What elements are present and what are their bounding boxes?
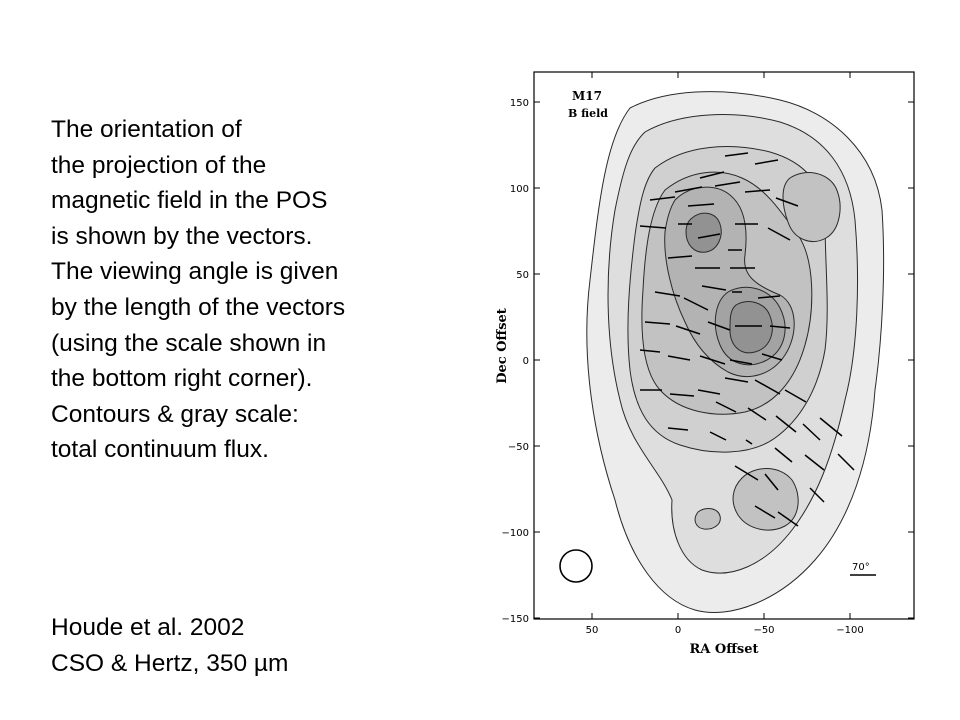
beam-size-circle xyxy=(559,549,593,583)
field-vector xyxy=(774,447,793,463)
scale-label: 70° xyxy=(852,562,870,573)
field-vector xyxy=(754,379,781,395)
field-vector xyxy=(744,189,771,193)
y-tick-label: 150 xyxy=(510,98,529,109)
field-vector xyxy=(819,417,843,437)
y-tick-label: 50 xyxy=(516,270,529,281)
field-vector xyxy=(809,487,825,503)
y-tick-label: −150 xyxy=(502,614,529,625)
figure-title-source: M17 xyxy=(572,89,602,103)
field-vector xyxy=(699,355,726,365)
contour-small-clump xyxy=(694,508,721,530)
x-axis-title: RA Offset xyxy=(689,642,758,657)
y-tick-label: −100 xyxy=(502,528,529,539)
y-tick-label: −50 xyxy=(508,442,529,453)
field-vector xyxy=(683,297,709,311)
field-vector xyxy=(715,401,737,413)
vector-scale-key: 70° xyxy=(850,562,876,576)
x-tick-label: −50 xyxy=(753,625,774,636)
map-svg: 70° M17 B field xyxy=(495,71,915,657)
figure-description: The orientation of the projection of the… xyxy=(51,112,471,468)
field-vector xyxy=(757,295,781,299)
field-vector xyxy=(699,171,725,179)
field-vector xyxy=(734,465,759,481)
field-vector xyxy=(754,159,779,165)
y-tick-label: 100 xyxy=(510,184,529,195)
field-vector xyxy=(802,423,821,441)
field-vector xyxy=(724,152,749,157)
field-vector xyxy=(714,181,741,187)
contour-south-clump xyxy=(732,468,799,531)
field-vector xyxy=(639,349,661,353)
field-vector xyxy=(687,203,715,207)
field-vector xyxy=(767,227,791,241)
contour-peak-north xyxy=(685,212,722,253)
field-vector xyxy=(667,355,691,361)
field-vector xyxy=(729,359,753,365)
field-vectors xyxy=(639,152,855,527)
description-line: is shown by the vectors. xyxy=(51,222,313,250)
contour-northeast-clump xyxy=(782,172,841,242)
field-vector xyxy=(724,377,749,383)
figure-title-field: B field xyxy=(568,107,608,120)
field-vector xyxy=(669,393,695,397)
field-vector xyxy=(784,389,807,403)
description-line: The orientation of xyxy=(51,116,242,143)
field-vector xyxy=(761,353,783,361)
field-vector xyxy=(697,233,721,239)
field-vector xyxy=(675,325,701,335)
field-vector xyxy=(775,197,799,207)
description-line: magnetic field in the POS xyxy=(51,187,328,215)
field-vector xyxy=(654,291,681,297)
field-vector xyxy=(667,255,693,259)
field-vector xyxy=(764,473,779,491)
x-tick-label: 50 xyxy=(586,625,599,636)
field-vector xyxy=(777,511,799,527)
field-vector xyxy=(707,321,731,331)
x-tick-label: 0 xyxy=(675,625,681,636)
description-line: The viewing angle is given xyxy=(51,258,339,286)
description-line: total continuum flux. xyxy=(51,436,269,464)
axis-ticks xyxy=(534,72,914,619)
field-vector xyxy=(649,196,676,201)
field-vector xyxy=(674,186,703,193)
citation: Houde et al. 2002 CSO & Hertz, 350 µm xyxy=(51,610,471,681)
field-vector xyxy=(804,454,825,471)
description-line: Contours & gray scale: xyxy=(51,400,299,428)
field-vector xyxy=(701,285,727,291)
m17-polarization-map: 70° M17 B field xyxy=(480,60,920,670)
field-vector xyxy=(769,325,791,329)
field-vector xyxy=(837,453,855,471)
field-vector xyxy=(709,431,727,441)
field-vector xyxy=(747,407,767,421)
field-vector xyxy=(639,225,667,229)
field-vector xyxy=(745,439,753,445)
description-line: by the length of the vectors xyxy=(51,293,346,321)
field-vector xyxy=(775,415,797,433)
contour-level-7 xyxy=(729,301,773,354)
description-line: the projection of the xyxy=(51,151,267,179)
field-vector xyxy=(667,427,689,431)
description-line: the bottom right corner). xyxy=(51,365,313,393)
y-axis-title: Dec Offset xyxy=(495,308,510,384)
x-tick-label: −100 xyxy=(836,625,863,636)
y-tick-label: 0 xyxy=(523,356,529,367)
flux-gray-scale xyxy=(586,91,885,614)
description-line: (using the scale shown in xyxy=(51,329,327,357)
field-vector xyxy=(644,321,671,325)
field-vector xyxy=(697,389,721,395)
field-vector xyxy=(754,505,776,519)
citation-line: CSO & Hertz, 350 µm xyxy=(51,649,289,677)
citation-line: Houde et al. 2002 xyxy=(51,614,245,641)
